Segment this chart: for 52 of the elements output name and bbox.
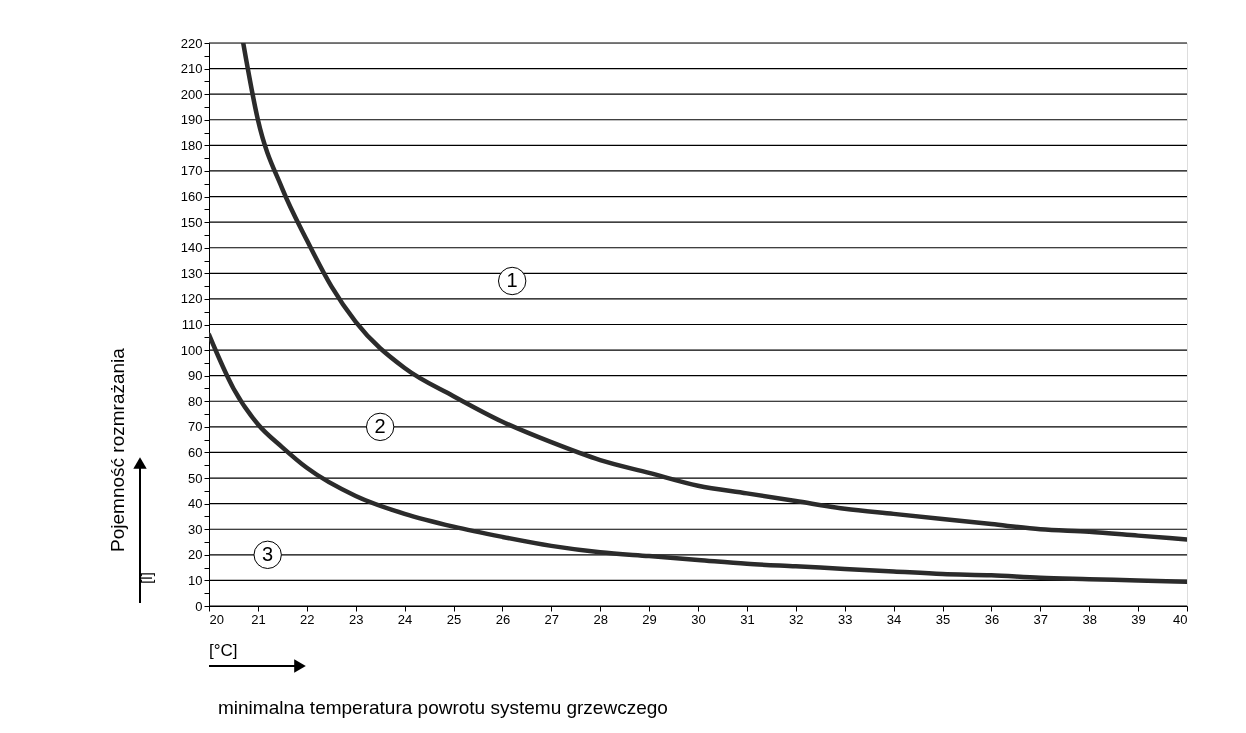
x-tick-label: 26	[495, 611, 511, 627]
y-tick-label: 10	[188, 572, 203, 588]
text: [°C]	[209, 641, 238, 660]
y-axis-title: Pojemność rozmrażania	[107, 347, 128, 552]
y-tick-label: 170	[180, 163, 203, 179]
annotation: 2	[374, 414, 386, 437]
x-tick-label: 27	[544, 611, 560, 627]
y-tick-label: 30	[188, 521, 203, 537]
x-tick-label: 28	[593, 611, 608, 627]
y-tick-label: 100	[180, 342, 203, 358]
x-tick-label: 20	[209, 611, 224, 627]
y-tick-label: 200	[180, 86, 203, 102]
y-tick-label: 60	[188, 444, 203, 460]
y-tick-label: 120	[180, 291, 203, 307]
y-tick-label: 70	[188, 419, 203, 435]
x-tick-label: 33	[837, 611, 853, 627]
x-tick-label: 29	[642, 611, 657, 627]
x-tick-label: 39	[1131, 611, 1146, 627]
x-tick-label: 24	[397, 611, 413, 627]
x-tick-label: 40	[1173, 611, 1188, 627]
y-tick-label: 80	[188, 393, 203, 409]
x-tick-label: 22	[300, 611, 315, 627]
x-tick-label: 36	[984, 611, 1000, 627]
y-tick-label: 0	[195, 598, 203, 614]
y-tick-label: 150	[180, 214, 203, 230]
y-tick-label: 20	[188, 547, 203, 563]
y-tick-label: 90	[188, 368, 203, 384]
y-tick-label: 50	[188, 470, 203, 486]
y-tick-label: 40	[188, 496, 203, 512]
y-tick-label: 130	[180, 265, 203, 281]
x-tick-label: 30	[691, 611, 706, 627]
y-tick-label: 140	[180, 240, 203, 256]
x-tick-label: 21	[251, 611, 266, 627]
x-tick-label: 25	[446, 611, 462, 627]
x-axis-title: minimalna temperatura powrotu systemu grzewczego	[218, 697, 668, 718]
x-tick-label: 34	[886, 611, 902, 627]
y-tick-label: 180	[180, 137, 203, 153]
x-tick-label: 38	[1082, 611, 1097, 627]
x-tick-label: 35	[935, 611, 951, 627]
y-tick-label: 220	[180, 35, 203, 51]
annotation: 3	[262, 542, 274, 565]
text: [l]	[138, 572, 155, 584]
line-series	[240, 43, 1187, 542]
x-tick-label: 37	[1033, 611, 1049, 627]
y-tick-label: 210	[180, 61, 203, 77]
y-tick-label: 160	[180, 189, 203, 205]
x-tick-label: 32	[789, 611, 804, 627]
x-tick-label: 31	[740, 611, 755, 627]
annotation: 1	[506, 269, 518, 291]
x-tick-label: 23	[348, 611, 364, 627]
y-tick-label: 190	[180, 112, 203, 128]
y-tick-label: 110	[181, 317, 203, 332]
